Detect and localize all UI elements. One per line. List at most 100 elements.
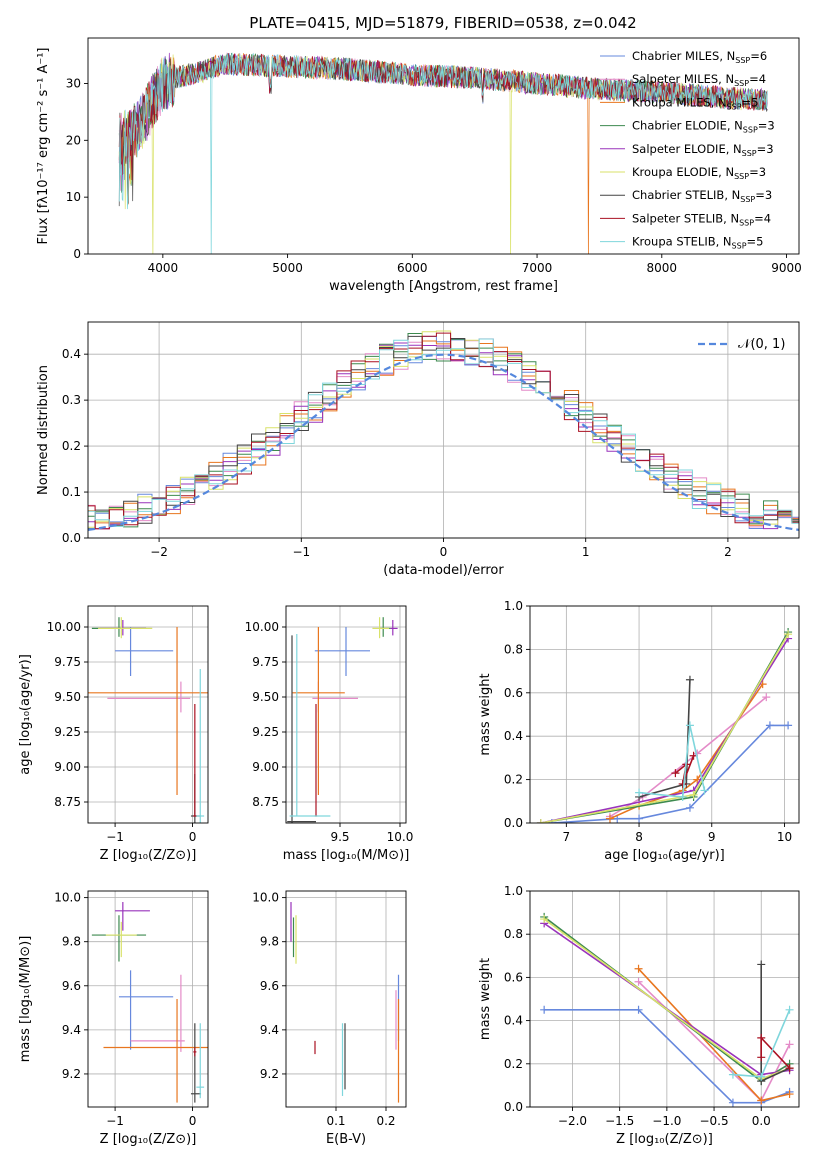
weight-vs-Z-ytick-label: 0.6	[504, 970, 523, 984]
age-vs-Z-ytick-label: 9.25	[54, 725, 81, 739]
residuals-ytick-label: 0.1	[62, 485, 81, 499]
age-vs-Z-xtick-label: 0	[189, 830, 197, 844]
weight-vs-Z-xtick-label: −0.5	[699, 1114, 728, 1128]
weight-vs-age-ytick-label: 0.2	[504, 773, 523, 787]
spectrum-plot-area	[118, 52, 768, 254]
weight-vs-age-ytick-label: 0.6	[504, 686, 523, 700]
weight-vs-Z-marker	[785, 1005, 794, 1014]
weight-vs-age-marker	[605, 814, 614, 823]
weight-vs-age-marker	[536, 819, 545, 823]
residuals-xtick-label: 1	[582, 545, 590, 559]
text-layer: 4000 5000 6000 7000 8000 90000102030wavelengt…	[18, 48, 802, 1148]
spectrum-ytick-label: 30	[66, 76, 81, 90]
weight-vs-Z-marker	[785, 1090, 794, 1099]
weight-vs-age-xtick-label: 9	[708, 830, 716, 844]
weight-vs-age-ytick-label: 0.8	[504, 642, 523, 656]
weight-vs-age-marker	[784, 721, 793, 730]
residual-hist-chabrier-elodie	[88, 333, 799, 528]
weight-vs-age-marker	[765, 721, 774, 730]
age-vs-mass-frame	[285, 605, 407, 824]
weight-vs-age-marker	[685, 803, 694, 812]
weight-vs-age-marker	[635, 814, 644, 823]
weight-vs-age-marker	[678, 779, 687, 788]
mass-vs-Z-xlabel: Z [log₁₀(Z/Z⊙)]	[100, 1132, 197, 1147]
weight-vs-Z-ytick-label: 0.8	[504, 927, 523, 941]
mass-vs-ebv-ytick-label: 9.8	[260, 935, 279, 949]
spectrum-frame	[87, 37, 800, 255]
mass-vs-Z-ytick-label: 9.6	[62, 979, 81, 993]
legend-entry: 𝒩(0, 1)	[738, 337, 785, 352]
age-vs-mass-xtick-label: 9.5	[330, 830, 349, 844]
residual-hist-kroupa-miles	[88, 340, 799, 526]
mass-vs-ebv-ytick-label: 9.2	[260, 1067, 279, 1081]
legend-entry: Chabrier ELODIE, NSSP=3	[632, 119, 775, 135]
weight-vs-Z-plot-area	[540, 912, 794, 1107]
weight-vs-age-marker	[685, 721, 694, 730]
normal-reference-curve	[88, 353, 799, 531]
weight-vs-Z-xtick-label: −1.5	[605, 1114, 634, 1128]
weight-vs-Z-marker	[634, 964, 643, 973]
age-vs-Z-ytick-label: 8.75	[54, 795, 81, 809]
weight-vs-age-marker	[762, 693, 771, 702]
weight-vs-age-xtick-label: 10	[777, 830, 792, 844]
age-vs-Z-ytick-label: 10.00	[47, 620, 81, 634]
mass-vs-Z-frame	[87, 890, 209, 1108]
weight-vs-age-xlabel: age [log₁₀(age/yr)]	[604, 848, 725, 863]
legend-entry: Salpeter ELODIE, NSSP=3	[632, 142, 774, 158]
weight-vs-age-line-chabrier-miles	[551, 724, 789, 823]
mass-vs-ebv-ytick-label: 9.6	[260, 979, 279, 993]
mass-vs-Z-xtick-label: 0	[189, 1114, 197, 1128]
weight-vs-age-marker	[671, 769, 680, 778]
mass-vs-ebv-ytick-label: 10.0	[252, 891, 279, 905]
weight-vs-age-ytick-label: 1.0	[504, 599, 523, 613]
data-layer	[88, 52, 799, 1107]
legend-entry: Kroupa STELIB, NSSP=5	[632, 235, 763, 251]
mass-vs-Z-ytick-label: 9.4	[62, 1023, 81, 1037]
age-vs-Z-plot-area	[88, 617, 208, 823]
weight-vs-Z-ylabel: mass weight	[478, 958, 493, 1040]
weight-vs-Z-marker	[540, 1005, 549, 1014]
residual-hist-kroupa-elodie	[88, 330, 799, 528]
age-vs-mass-xtick-label: 10.0	[387, 830, 414, 844]
mass-vs-ebv-xlabel: E(B-V)	[326, 1132, 366, 1147]
residuals-ylabel: Normed distribution	[36, 365, 51, 495]
weight-vs-Z-marker	[757, 1033, 766, 1042]
weight-vs-Z-marker	[634, 977, 643, 986]
spectrum-line-kroupa-stelib	[118, 52, 768, 254]
residuals-xtick-label: 2	[724, 545, 732, 559]
weight-vs-age-xtick-label: 7	[563, 830, 571, 844]
age-vs-Z-frame	[87, 605, 209, 824]
weight-vs-Z-marker	[785, 1040, 794, 1049]
legend-entry: Salpeter MILES, NSSP=4	[632, 72, 766, 88]
weight-vs-age-ylabel: mass weight	[478, 673, 493, 755]
age-vs-Z-ytick-label: 9.00	[54, 760, 81, 774]
age-vs-Z-ytick-label: 9.50	[54, 690, 81, 704]
age-vs-mass-ytick-label: 8.75	[252, 795, 279, 809]
weight-vs-Z-marker	[757, 1072, 766, 1081]
mass-vs-Z-ylabel: mass [log₁₀(M/M⊙)]	[18, 936, 33, 1063]
residuals-ytick-label: 0.0	[62, 531, 81, 545]
weight-vs-Z-marker	[757, 1096, 766, 1105]
weight-vs-age-marker	[700, 786, 709, 795]
weight-vs-age-marker	[678, 792, 687, 801]
spectrum-xtick-label: 6000	[397, 261, 428, 275]
weight-vs-age-frame	[529, 605, 800, 824]
residual-hist-salpeter-elodie	[88, 342, 799, 530]
spectrum-xtick-label: 4000	[148, 261, 179, 275]
residual-hist-chabrier-stelib	[88, 335, 799, 530]
age-vs-mass-ytick-label: 9.00	[252, 760, 279, 774]
weight-vs-age-marker	[635, 788, 644, 797]
mass-vs-ebv-xtick-label: 0.1	[326, 1114, 345, 1128]
weight-vs-age-plot-area	[536, 628, 793, 823]
age-vs-Z-ylabel: age [log₁₀(age/yr)]	[18, 654, 33, 775]
weight-vs-Z-marker	[728, 1098, 737, 1107]
weight-vs-age-line-kroupa-stelib	[639, 725, 706, 798]
residual-hist-salpeter-stelib	[88, 332, 799, 530]
residuals-plot-area	[88, 330, 799, 531]
weight-vs-Z-xtick-label: 0.0	[752, 1114, 771, 1128]
weight-vs-age-ytick-label: 0.0	[504, 816, 523, 830]
mass-vs-ebv-ytick-label: 9.4	[260, 1023, 279, 1037]
spectrum-xtick-label: 9000	[771, 261, 802, 275]
weight-vs-age-xtick-label: 8	[635, 830, 643, 844]
